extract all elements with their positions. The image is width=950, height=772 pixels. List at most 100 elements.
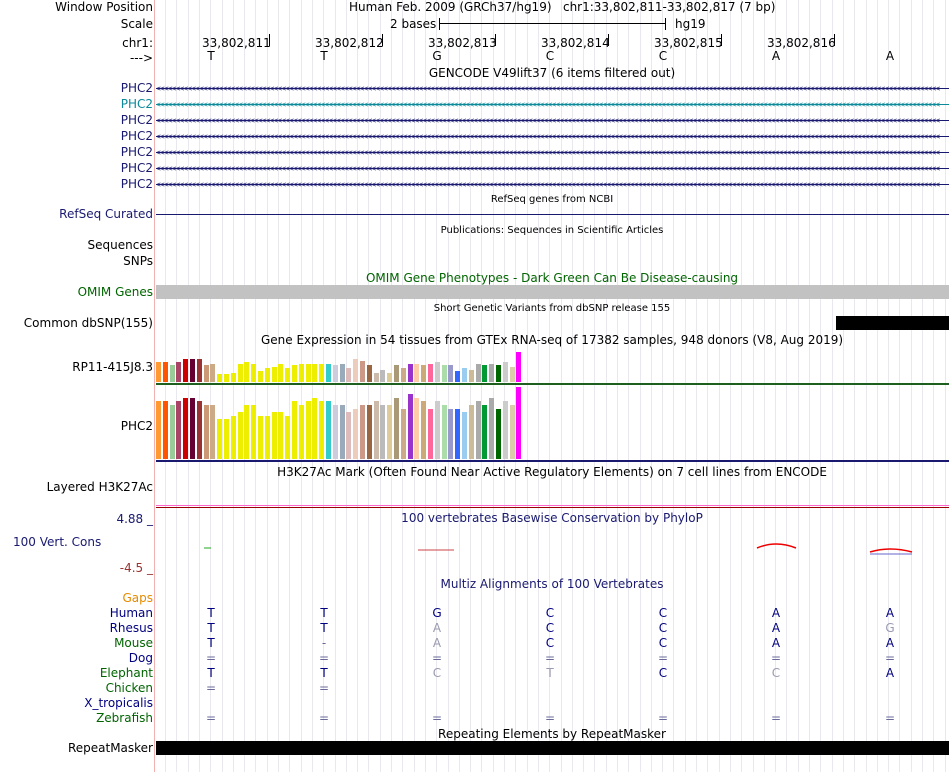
gtex-tissue-bar[interactable]: [319, 401, 325, 459]
gtex-tissue-bar[interactable]: [258, 371, 263, 382]
gtex-tissue-bar[interactable]: [298, 364, 304, 382]
gtex-tissue-bar[interactable]: [278, 412, 284, 459]
gencode-transcript-track[interactable]: <<<<<<<<<<<<<<<<<<<<<<<<<<<<<<<<<<<<<<<<…: [156, 164, 949, 173]
gtex-title[interactable]: Gene Expression in 54 tissues from GTEx …: [260, 333, 844, 347]
gtex-tissue-bar[interactable]: [475, 401, 481, 459]
gencode-transcript-label[interactable]: PHC2: [120, 145, 153, 159]
gtex-tissue-bar[interactable]: [366, 365, 372, 382]
gtex-tissue-bar[interactable]: [264, 368, 270, 382]
gencode-transcript-track[interactable]: <<<<<<<<<<<<<<<<<<<<<<<<<<<<<<<<<<<<<<<<…: [156, 148, 949, 157]
gtex-tissue-bar[interactable]: [434, 362, 440, 382]
gtex-tissue-bar[interactable]: [468, 370, 474, 382]
refseq-label[interactable]: RefSeq Curated: [59, 207, 153, 221]
reference-base[interactable]: T: [320, 49, 328, 63]
gtex-tissue-bar[interactable]: [353, 409, 359, 459]
gtex-tissue-bar[interactable]: [305, 401, 311, 459]
gtex-tissue-bar[interactable]: [156, 362, 161, 382]
reference-base[interactable]: C: [658, 49, 668, 63]
species-label[interactable]: Chicken: [105, 681, 153, 695]
gtex-tissue-bar[interactable]: [169, 405, 175, 459]
gtex-tissue-bar[interactable]: [224, 419, 229, 459]
species-label[interactable]: Human: [109, 606, 153, 620]
gtex-tissue-bar[interactable]: [455, 409, 461, 459]
gtex-tissue-bar[interactable]: [387, 405, 393, 459]
gencode-transcript-label[interactable]: PHC2: [120, 81, 153, 95]
publications-title[interactable]: Publications: Sequences in Scientific Ar…: [440, 225, 664, 236]
reference-base[interactable]: G: [432, 49, 442, 63]
gencode-transcript-label[interactable]: PHC2: [120, 129, 153, 143]
gtex-tissue-bar[interactable]: [271, 367, 277, 382]
gtex-tissue-bar[interactable]: [482, 405, 488, 459]
omim-title[interactable]: OMIM Gene Phenotypes - Dark Green Can Be…: [365, 271, 739, 285]
gtex-tissue-bar[interactable]: [210, 364, 216, 382]
gencode-transcript-track[interactable]: <<<<<<<<<<<<<<<<<<<<<<<<<<<<<<<<<<<<<<<<…: [156, 100, 949, 109]
gtex-tissue-bar[interactable]: [312, 364, 318, 382]
gtex-tissue-bar[interactable]: [380, 405, 386, 459]
gtex-tissue-bar[interactable]: [292, 365, 297, 382]
gtex-tissue-bar[interactable]: [346, 412, 352, 459]
gtex-tissue-bar[interactable]: [407, 364, 413, 382]
reference-base[interactable]: A: [885, 49, 895, 63]
gtex-tissue-bar[interactable]: [196, 359, 202, 382]
gtex-tissue-bar[interactable]: [237, 412, 243, 459]
gtex-tissue-bar[interactable]: [373, 373, 379, 382]
gtex-tissue-bar[interactable]: [516, 352, 522, 382]
gtex-tissue-bar[interactable]: [400, 409, 406, 459]
gtex-tissue-bar[interactable]: [217, 419, 223, 459]
gtex-tissue-bar[interactable]: [414, 398, 420, 459]
gtex-tissue-bar[interactable]: [441, 365, 447, 382]
gtex-tissue-bar[interactable]: [244, 405, 250, 459]
gtex-tissue-bar[interactable]: [502, 401, 508, 459]
gtex-tissue-bar[interactable]: [230, 373, 236, 382]
multiz-title[interactable]: Multiz Alignments of 100 Vertebrates: [440, 577, 664, 591]
gtex-tissue-bar[interactable]: [394, 398, 399, 459]
h3k27ac-title[interactable]: H3K27Ac Mark (Often Found Near Active Re…: [277, 465, 827, 479]
gtex-tissue-bar[interactable]: [285, 416, 291, 459]
gtex-tissue-bar[interactable]: [394, 365, 399, 382]
species-label[interactable]: Elephant: [99, 666, 153, 680]
gencode-transcript-label[interactable]: PHC2: [120, 161, 153, 175]
gtex-tissue-bar[interactable]: [298, 405, 304, 459]
reference-base[interactable]: T: [207, 49, 215, 63]
repeatmasker-title[interactable]: Repeating Elements by RepeatMasker: [438, 727, 666, 741]
gtex-tissue-bar[interactable]: [509, 367, 515, 382]
gtex-tissue-bar[interactable]: [312, 398, 318, 459]
gtex-tissue-bar[interactable]: [339, 364, 345, 382]
dbsnp-title[interactable]: Short Genetic Variants from dbSNP releas…: [433, 303, 671, 314]
gencode-transcript-label[interactable]: PHC2: [120, 177, 153, 191]
reference-base[interactable]: C: [545, 49, 555, 63]
gtex-tissue-bar[interactable]: [468, 405, 474, 459]
gtex-tissue-bar[interactable]: [462, 368, 467, 382]
gtex-tissue-bar[interactable]: [421, 365, 427, 382]
gtex-tissue-bar[interactable]: [509, 405, 515, 459]
gtex-tissue-bar[interactable]: [380, 370, 386, 382]
gtex-tissue-bar[interactable]: [176, 362, 182, 382]
gencode-title[interactable]: GENCODE V49lift37 (6 items filtered out): [428, 66, 676, 80]
gtex-tissue-bar[interactable]: [258, 416, 263, 459]
gtex-tissue-bar[interactable]: [332, 365, 338, 382]
gtex-tissue-bar[interactable]: [264, 416, 270, 459]
dbsnp-variant-feature[interactable]: [836, 316, 949, 330]
gtex-tissue-bar[interactable]: [489, 398, 495, 459]
gtex-tissue-bar[interactable]: [332, 405, 338, 459]
gtex-tissue-bar[interactable]: [448, 409, 454, 459]
reference-base[interactable]: A: [771, 49, 781, 63]
species-label[interactable]: X_tropicalis: [84, 696, 153, 710]
gencode-transcript-track[interactable]: <<<<<<<<<<<<<<<<<<<<<<<<<<<<<<<<<<<<<<<<…: [156, 84, 949, 93]
gtex-tissue-bar[interactable]: [203, 405, 209, 459]
gtex-gene-label-2[interactable]: PHC2: [120, 419, 153, 433]
species-label[interactable]: Dog: [128, 651, 153, 665]
phylop-title[interactable]: 100 vertebrates Basewise Conservation by…: [401, 511, 703, 525]
gtex-tissue-bar[interactable]: [441, 405, 447, 459]
gtex-tissue-bar[interactable]: [285, 368, 291, 382]
gtex-tissue-bar[interactable]: [339, 405, 345, 459]
gtex-tissue-bar[interactable]: [400, 368, 406, 382]
gtex-tissue-bar[interactable]: [217, 374, 223, 382]
gtex-tissue-bar[interactable]: [496, 409, 501, 459]
gtex-tissue-bar[interactable]: [278, 364, 284, 382]
gtex-tissue-bar[interactable]: [271, 412, 277, 459]
gtex-tissue-bar[interactable]: [156, 401, 161, 459]
gtex-tissue-bar[interactable]: [203, 365, 209, 382]
gtex-tissue-bar[interactable]: [414, 364, 420, 382]
gtex-tissue-bar[interactable]: [169, 365, 175, 382]
